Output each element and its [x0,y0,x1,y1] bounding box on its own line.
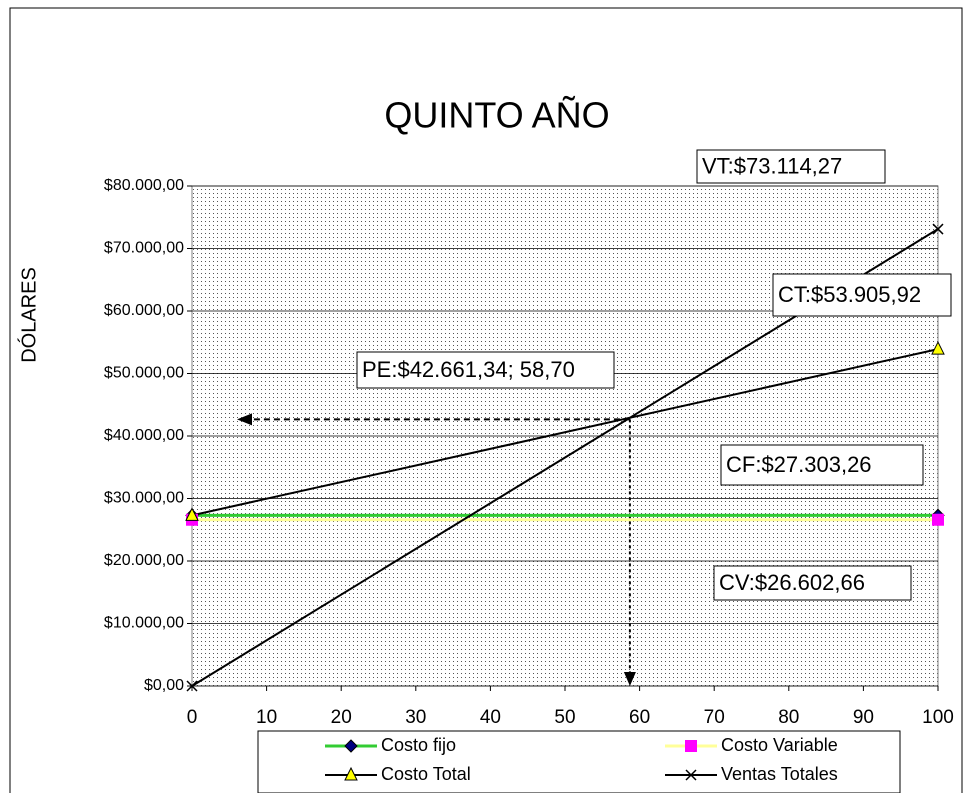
legend-label: Ventas Totales [721,764,838,784]
x-tick-label: 30 [405,707,426,728]
y-tick-label: $0,00 [144,677,184,694]
annotation-box [356,351,615,389]
annotation: CT:$53.905,92 [778,282,921,307]
annotation-box [713,565,912,601]
y-tick-label: $10.000,00 [104,615,184,632]
y-tick-label: $60.000,00 [104,302,184,319]
x-tick-label: 10 [256,707,277,728]
annotation: PE:$42.661,34; 58,70 [362,357,575,382]
legend-label: Costo Variable [721,735,838,755]
x-tick-label: 50 [554,707,575,728]
arrow-head [237,413,252,426]
y-tick-label: $30.000,00 [104,490,184,507]
marker [344,766,358,781]
x-tick-label: 40 [480,707,501,728]
x-tick-label: 90 [853,707,874,728]
x-tick-label: 0 [187,707,198,728]
x-tick-label: 60 [629,707,650,728]
annotation: CV:$26.602,66 [719,570,865,595]
marker [186,680,198,692]
annotation: CF:$27.303,26 [726,452,872,477]
marker [932,223,944,235]
y-tick-label: $40.000,00 [104,427,184,444]
arrow-head [623,672,636,686]
marker [185,507,199,521]
y-axis-label: DÓLARES [17,267,40,363]
x-tick-label: 70 [704,707,725,728]
annotation-box [720,444,924,486]
legend [257,730,901,794]
y-tick-label: $50.000,00 [104,365,184,382]
x-tick-label: 100 [922,707,954,728]
marker [344,739,358,753]
marker [685,769,697,781]
legend-label: Costo Total [381,764,471,784]
marker [931,340,945,355]
annotation: VT:$73.114,27 [702,153,842,178]
chart-title: QUINTO AÑO [384,95,609,136]
y-tick-label: $70.000,00 [104,240,184,257]
x-tick-label: 80 [778,707,799,728]
series-line [191,348,939,517]
annotation-box [696,149,886,184]
marker [932,513,944,526]
y-tick-label: $20.000,00 [104,552,184,569]
legend-label: Costo fijo [381,735,456,755]
x-tick-label: 20 [331,707,352,728]
marker [685,740,697,752]
annotation-box [772,273,952,317]
y-tick-label: $80.000,00 [104,177,184,194]
